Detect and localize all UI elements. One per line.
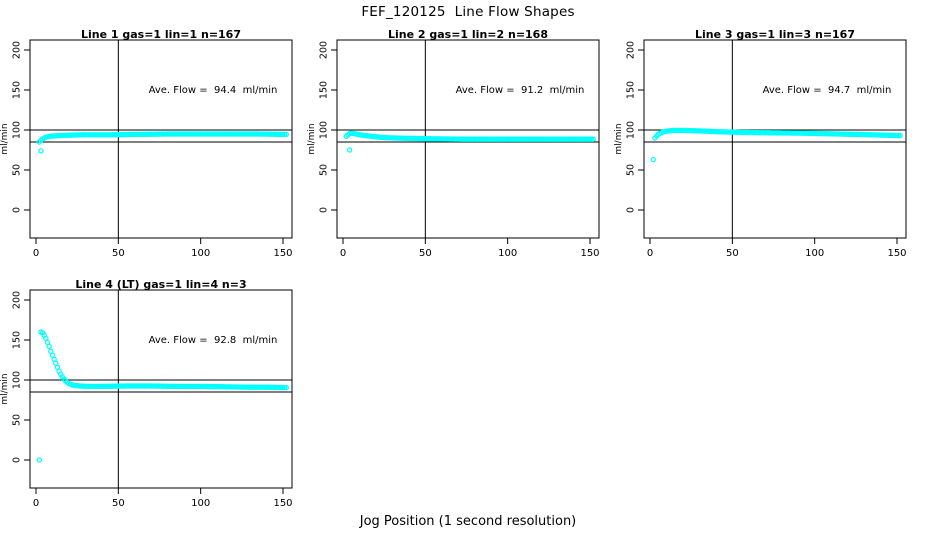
plot-area: 0 50 100 150 200 ml/min 0 50 100 150 [0, 289, 293, 509]
svg-text:50: 50 [112, 248, 125, 259]
svg-text:100: 100 [191, 498, 210, 509]
svg-text:ml/min: ml/min [614, 123, 624, 154]
svg-text:150: 150 [12, 331, 23, 349]
svg-text:200: 200 [12, 291, 23, 309]
svg-text:0: 0 [647, 248, 653, 259]
svg-text:150: 150 [319, 81, 330, 99]
svg-text:100: 100 [12, 121, 23, 139]
ave-flow-annotation: Ave. Flow = 92.8 ml/min [148, 335, 278, 346]
svg-text:50: 50 [112, 498, 125, 509]
svg-text:0: 0 [33, 248, 39, 259]
svg-text:100: 100 [805, 248, 824, 259]
plot-area: 0 50 100 150 200 ml/min 0 50 100 150 [0, 39, 293, 259]
ave-flow-annotation: Ave. Flow = 94.4 ml/min [148, 85, 278, 96]
panel-line-2: Line 2 gas=1 lin=2 n=168 0 50 100 150 200 ml/… [307, 28, 619, 278]
panel-title: Line 2 gas=1 lin=2 n=168 [387, 28, 548, 41]
svg-text:0: 0 [626, 207, 637, 213]
x-axis-label: Jog Position (1 second resolution) [359, 514, 577, 529]
svg-text:ml/min: ml/min [307, 123, 317, 154]
svg-text:50: 50 [319, 164, 330, 176]
svg-text:ml/min: ml/min [0, 373, 10, 404]
ave-flow-annotation: Ave. Flow = 94.7 ml/min [762, 85, 892, 96]
panel-line-1: Line 1 gas=1 lin=1 n=167 0 50 100 150 200 ml/… [0, 28, 312, 278]
panel-line-4: Line 4 (LT) gas=1 lin=4 n=3 0 50 100 150 200… [0, 278, 312, 528]
svg-text:0: 0 [340, 248, 346, 259]
svg-text:0: 0 [12, 457, 23, 463]
svg-text:100: 100 [319, 121, 330, 139]
svg-text:50: 50 [726, 248, 739, 259]
svg-text:ml/min: ml/min [0, 123, 10, 154]
svg-text:100: 100 [12, 371, 23, 389]
svg-text:150: 150 [580, 248, 599, 259]
svg-text:200: 200 [626, 41, 637, 59]
svg-text:100: 100 [498, 248, 517, 259]
svg-text:200: 200 [12, 41, 23, 59]
svg-text:50: 50 [12, 164, 23, 176]
svg-text:200: 200 [319, 41, 330, 59]
svg-text:50: 50 [12, 414, 23, 426]
svg-text:50: 50 [419, 248, 432, 259]
svg-text:150: 150 [273, 498, 292, 509]
panel-title: Line 3 gas=1 lin=3 n=167 [694, 28, 855, 41]
svg-text:150: 150 [626, 81, 637, 99]
figure-title: FEF_120125 Line Flow Shapes [361, 4, 575, 20]
svg-text:0: 0 [33, 498, 39, 509]
svg-text:100: 100 [626, 121, 637, 139]
svg-text:50: 50 [626, 164, 637, 176]
plot-area: 0 50 100 150 200 ml/min 0 50 100 150 [307, 39, 600, 259]
ave-flow-annotation: Ave. Flow = 91.2 ml/min [455, 85, 585, 96]
svg-text:0: 0 [12, 207, 23, 213]
svg-text:150: 150 [273, 248, 292, 259]
plot-area: 0 50 100 150 200 ml/min 0 50 100 150 [614, 39, 907, 259]
panel-line-3: Line 3 gas=1 lin=3 n=167 0 50 100 150 200 ml/… [614, 28, 926, 278]
panel-title: Line 1 gas=1 lin=1 n=167 [80, 28, 241, 41]
svg-text:0: 0 [319, 207, 330, 213]
svg-text:150: 150 [12, 81, 23, 99]
svg-text:150: 150 [887, 248, 906, 259]
panel-title: Line 4 (LT) gas=1 lin=4 n=3 [75, 278, 247, 291]
svg-text:100: 100 [191, 248, 210, 259]
